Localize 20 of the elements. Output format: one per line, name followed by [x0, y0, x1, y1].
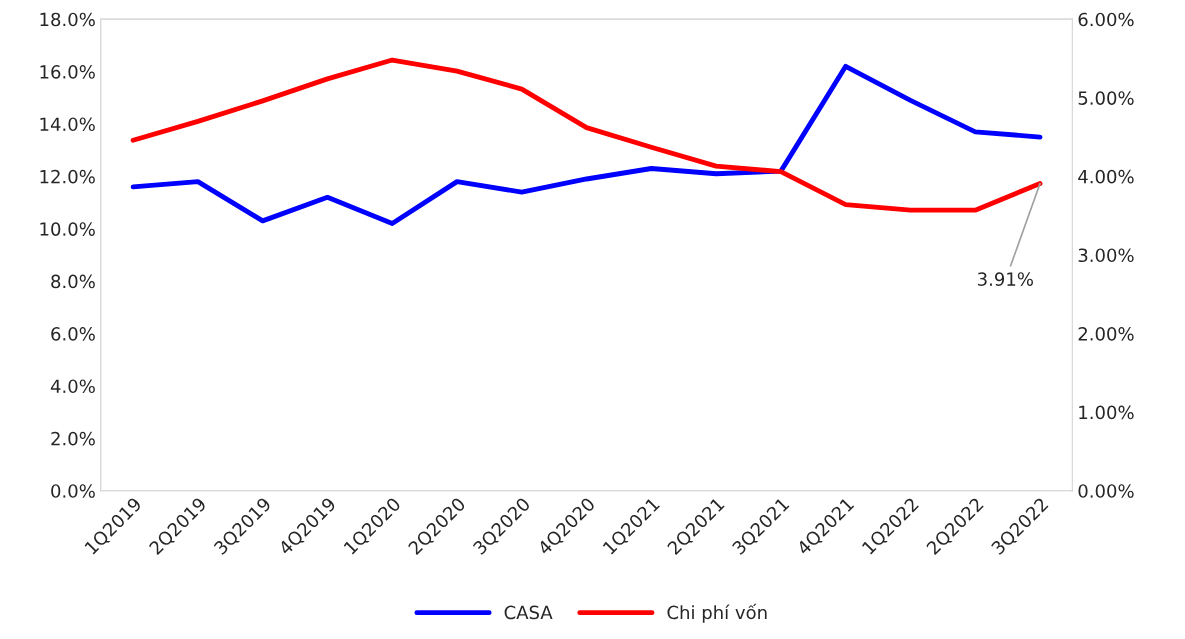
y-tick-label: 6.0%: [51, 327, 95, 341]
y2-tick-label: 5.00%: [1078, 91, 1134, 105]
legend-label: CASA: [504, 605, 553, 620]
y-tick-label: 18.0%: [40, 12, 95, 27]
y2-tick-label: 0.00%: [1078, 484, 1134, 498]
y-tick-label: 10.0%: [40, 222, 95, 236]
y-tick-label: 4.0%: [50, 379, 95, 394]
y-tick-label: 14.0%: [40, 117, 95, 132]
legend-label: Chi phí vốn: [667, 603, 767, 623]
y2-tick-label: 6.00%: [1078, 12, 1134, 27]
data-label: 3.91%: [978, 272, 1033, 286]
y2-tick-label: 2.00%: [1078, 327, 1134, 341]
y-tick-label: 16.0%: [40, 65, 95, 79]
y-tick-label: 8.0%: [51, 274, 95, 289]
y2-tick-label: 1.00%: [1079, 405, 1134, 420]
y-tick-label: 2.0%: [51, 431, 95, 446]
y2-tick-label: 3.00%: [1078, 248, 1134, 263]
y-tick-label: 12.0%: [40, 169, 95, 184]
y-tick-label: 0.0%: [51, 484, 95, 498]
y2-tick-label: 4.00%: [1078, 169, 1134, 184]
